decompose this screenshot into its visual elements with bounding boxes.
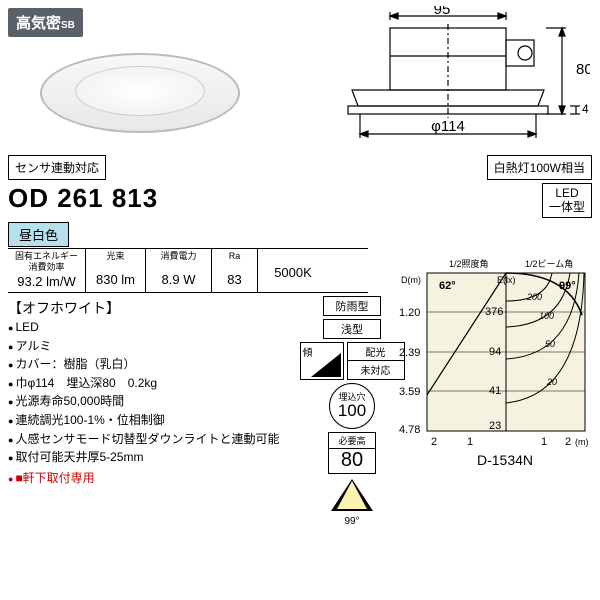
svg-text:62°: 62° (439, 280, 456, 292)
svg-text:3.59: 3.59 (399, 386, 420, 398)
feature-badges-row: センサ連動対応 白熱灯100W相当 (8, 155, 592, 180)
svg-text:200: 200 (526, 292, 542, 302)
svg-text:2: 2 (431, 436, 437, 448)
bullet: 光源寿命50,000時間 (8, 392, 308, 411)
bullet: 巾φ114 埋込深80 0.2kg (8, 374, 308, 393)
beam-angle-value: 99° (344, 516, 359, 527)
svg-text:1.20: 1.20 (399, 307, 420, 319)
color-temp-badge: 昼白色 (8, 222, 69, 247)
install-note: ■軒下取付専用 (8, 469, 308, 488)
airtight-sub: SB (61, 20, 75, 31)
bullet: カバー：樹脂（乳白） (8, 355, 308, 374)
svg-text:φ114: φ114 (431, 118, 465, 135)
svg-text:2.39: 2.39 (399, 347, 420, 359)
tilt-badge: 傾 55° (300, 342, 344, 380)
airtight-main: 高気密 (16, 15, 61, 32)
sensor-badge: センサ連動対応 (8, 155, 106, 180)
spec-bullets: LED アルミ カバー：樹脂（乳白） 巾φ114 埋込深80 0.2kg 光源寿… (8, 318, 308, 487)
bullet: LED (8, 318, 308, 337)
svg-text:94: 94 (489, 346, 501, 358)
shallow-badge: 浅型 (323, 319, 381, 339)
svg-text:80: 80 (576, 61, 590, 78)
product-photo (20, 38, 260, 148)
bullet: 連続調光100-1%・位相制御 (8, 411, 308, 430)
airtight-badge: 高気密SB (8, 8, 83, 37)
svg-text:100: 100 (539, 311, 554, 321)
svg-text:20: 20 (546, 377, 557, 387)
finish-label: 【オフホワイト】 (8, 298, 120, 318)
bullet: 取付可能天井厚5-25mm (8, 448, 308, 467)
model-number: OD 261 813 (8, 183, 158, 214)
spec-table: 固有エネルギー 消費効率 93.2 lm/W 光束 830 lm 消費電力 8.… (8, 248, 368, 293)
incandescent-eq-badge: 白熱灯100W相当 (487, 155, 592, 180)
beam-angle-icon (327, 477, 377, 513)
svg-text:41: 41 (489, 385, 501, 397)
svg-text:99°: 99° (559, 280, 576, 292)
svg-text:4.78: 4.78 (399, 424, 420, 436)
svg-text:50: 50 (545, 339, 555, 349)
dimensional-drawing: 95 80 4 φ114 (300, 6, 590, 156)
svg-text:1: 1 (541, 436, 547, 448)
svg-text:95: 95 (434, 6, 451, 18)
svg-text:1: 1 (467, 436, 473, 448)
required-height-badge: 必要高 80 (328, 432, 376, 474)
bullet: 人感センサモード切替型ダウンライトと連動可能 (8, 430, 308, 449)
svg-text:1/2ビーム角: 1/2ビーム角 (525, 258, 573, 269)
light-distribution-chart: 1/2照度角 1/2ビーム角 62° 99° D(m) 1.20 2.39 3.… (397, 255, 592, 470)
hole-size-badge: 埋込穴 100 (329, 383, 375, 429)
svg-text:D(m): D(m) (401, 275, 421, 285)
svg-text:4: 4 (582, 102, 589, 116)
light-dist-badge: 配光 未対応 (347, 342, 405, 380)
badge-column: 防雨型 浅型 傾 55° 配光 未対応 埋込穴 100 必要高 80 (312, 296, 392, 527)
bullet: アルミ (8, 337, 308, 356)
svg-text:1/2照度角: 1/2照度角 (449, 258, 489, 269)
svg-text:2: 2 (565, 436, 571, 448)
svg-text:376: 376 (485, 306, 503, 318)
svg-text:(m): (m) (575, 437, 589, 447)
svg-text:D-1534N: D-1534N (477, 452, 533, 468)
svg-text:23: 23 (489, 420, 501, 432)
rainproof-badge: 防雨型 (323, 296, 381, 316)
svg-text:E(lx): E(lx) (497, 275, 516, 285)
led-type-badge: LED 一体型 (542, 183, 592, 218)
